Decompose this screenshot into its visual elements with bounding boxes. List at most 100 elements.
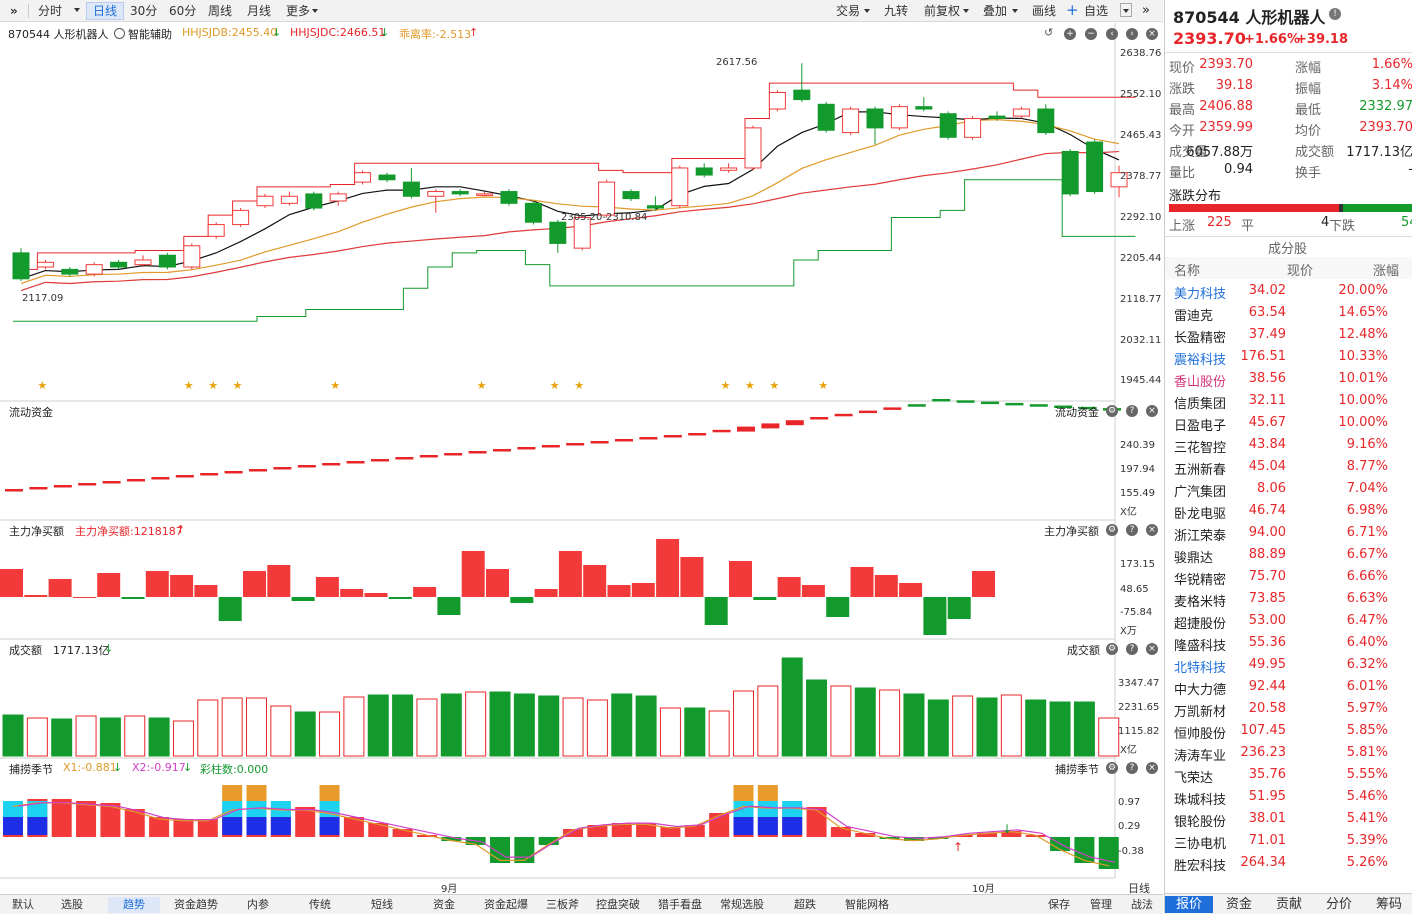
constituent-name[interactable]: 隆盛科技 (1174, 639, 1227, 654)
tab-control-break[interactable]: 控盘突破 (596, 898, 640, 911)
zoom-in-icon[interactable]: + (1064, 28, 1076, 40)
tab-fund[interactable]: 资金 (1226, 897, 1253, 912)
tab-funds[interactable]: 资金 (433, 898, 455, 911)
tab-regular-pick[interactable]: 常规选股 (720, 898, 764, 911)
save-button[interactable]: 保存 (1048, 898, 1070, 911)
constituent-row[interactable]: 涛涛车业 236.23 5.81% (1165, 743, 1412, 764)
tab-oversold[interactable]: 超跌 (794, 898, 816, 911)
help-icon[interactable]: ? (1126, 643, 1138, 655)
constituent-row[interactable]: 麦格米特 73.85 6.63% (1165, 589, 1412, 610)
constituent-row[interactable]: 胜宏科技 264.34 5.26% (1165, 853, 1412, 874)
trade-button[interactable]: 交易 (836, 4, 861, 18)
constituent-name[interactable]: 骏鼎达 (1174, 551, 1214, 566)
tab-contribution[interactable]: 贡献 (1276, 897, 1303, 912)
constituent-name[interactable]: 广汽集团 (1174, 485, 1227, 500)
tab-hunter[interactable]: 猎手看盘 (658, 898, 702, 911)
constituent-name[interactable]: 涛涛车业 (1174, 749, 1227, 764)
constituent-row[interactable]: 三花智控 43.84 9.16% (1165, 435, 1412, 456)
right-icon[interactable]: › (1126, 28, 1138, 40)
constituent-row[interactable]: 震裕科技 176.51 10.33% (1165, 347, 1412, 368)
watchlist-button[interactable]: 自选 (1084, 4, 1109, 18)
constituent-name[interactable]: 万凯新材 (1174, 705, 1227, 720)
tab-quote[interactable]: 报价 (1165, 896, 1213, 913)
constituent-row[interactable]: 浙江荣泰 94.00 6.71% (1165, 523, 1412, 544)
collapse-right-icon[interactable]: » (1142, 3, 1150, 18)
strategy-button[interactable]: 战法 (1131, 898, 1153, 911)
constituent-row[interactable]: 隆盛科技 55.36 6.40% (1165, 633, 1412, 654)
constituent-name[interactable]: 香山股份 (1174, 375, 1227, 390)
close-icon[interactable]: × (1146, 405, 1158, 417)
left-icon[interactable]: ‹ (1106, 28, 1118, 40)
period-intraday[interactable]: 分时 (38, 4, 63, 18)
gear-icon[interactable]: ⚙ (1106, 643, 1118, 655)
col-pct[interactable]: 涨幅 (1373, 264, 1400, 279)
gear-icon[interactable]: ⚙ (1106, 405, 1118, 417)
chevron-down-icon[interactable] (114, 28, 125, 39)
constituent-name[interactable]: 五洲新春 (1174, 463, 1227, 478)
period-daily[interactable]: 日线 (86, 2, 125, 20)
manage-button[interactable]: 管理 (1090, 898, 1112, 911)
chevron-down-icon[interactable] (963, 9, 969, 13)
constituent-name[interactable]: 日盈电子 (1174, 419, 1227, 434)
constituent-name[interactable]: 麦格米特 (1174, 595, 1227, 610)
constituent-row[interactable]: 日盈电子 45.67 10.00% (1165, 413, 1412, 434)
help-icon[interactable]: ? (1126, 405, 1138, 417)
adjust-button[interactable]: 前复权 (924, 4, 961, 18)
constituent-row[interactable]: 骏鼎达 88.89 6.67% (1165, 545, 1412, 566)
col-price[interactable]: 现价 (1287, 264, 1314, 279)
draw-button[interactable]: 画线 (1032, 4, 1057, 18)
period-30min[interactable]: 30分 (130, 4, 158, 18)
overlay-button[interactable]: 叠加 (983, 4, 1008, 18)
help-icon[interactable]: ? (1126, 524, 1138, 536)
constituent-row[interactable]: 华锐精密 75.70 6.66% (1165, 567, 1412, 588)
chevron-down-icon[interactable] (312, 9, 318, 13)
constituent-name[interactable]: 震裕科技 (1174, 353, 1227, 368)
tab-short-term[interactable]: 短线 (371, 898, 393, 911)
tab-stock-pick[interactable]: 选股 (61, 898, 83, 911)
constituent-row[interactable]: 雷迪克 63.54 14.65% (1165, 303, 1412, 324)
constituent-row[interactable]: 香山股份 38.56 10.01% (1165, 369, 1412, 390)
period-weekly[interactable]: 周线 (208, 4, 233, 18)
indicator-name[interactable]: 智能辅助 (128, 28, 172, 41)
tab-default[interactable]: 默认 (12, 898, 34, 911)
tab-chips[interactable]: 筹码 (1376, 897, 1403, 912)
constituent-row[interactable]: 飞荣达 35.76 5.55% (1165, 765, 1412, 786)
constituent-name[interactable]: 超捷股份 (1174, 617, 1227, 632)
close-icon[interactable]: × (1146, 643, 1158, 655)
info-icon[interactable]: ! (1329, 8, 1341, 20)
constituent-row[interactable]: 北特科技 49.95 6.32% (1165, 655, 1412, 676)
constituent-name[interactable]: 三协电机 (1174, 837, 1227, 852)
plus-icon[interactable]: + (1066, 1, 1079, 19)
constituent-row[interactable]: 信质集团 32.11 10.00% (1165, 391, 1412, 412)
tab-fund-burst[interactable]: 资金起爆 (484, 898, 528, 911)
chevron-down-icon[interactable] (1012, 9, 1018, 13)
tab-traditional[interactable]: 传统 (309, 898, 331, 911)
constituent-name[interactable]: 三花智控 (1174, 441, 1227, 456)
constituent-row[interactable]: 超捷股份 53.00 6.47% (1165, 611, 1412, 632)
constituent-name[interactable]: 中大力德 (1174, 683, 1227, 698)
help-icon[interactable]: ? (1126, 762, 1138, 774)
zoom-out-icon[interactable]: − (1085, 28, 1097, 40)
constituent-name[interactable]: 北特科技 (1174, 661, 1227, 676)
constituent-row[interactable]: 长盈精密 37.49 12.48% (1165, 325, 1412, 346)
chart-area[interactable]: ★ ★ ★ ★ ★ ★ ★ ★ ★ ★ ★ ★ ↑ ↓ 870544 人形机器人 智能辅助 HHJSJDB… (0, 23, 1163, 895)
dropdown-toggle[interactable] (1120, 3, 1132, 17)
constituent-name[interactable]: 美力科技 (1174, 287, 1227, 302)
constituent-row[interactable]: 恒帅股份 107.45 5.85% (1165, 721, 1412, 742)
refresh-icon[interactable]: ↺ (1044, 26, 1054, 39)
tab-smart-grid[interactable]: 智能网格 (845, 898, 889, 911)
tab-trend[interactable]: 趋势 (108, 897, 160, 913)
period-more[interactable]: 更多 (286, 4, 311, 18)
gear-icon[interactable]: ⚙ (1106, 524, 1118, 536)
constituent-row[interactable]: 珠城科技 51.95 5.46% (1165, 787, 1412, 808)
chevron-down-icon[interactable] (864, 9, 870, 13)
constituent-row[interactable]: 银轮股份 38.01 5.41% (1165, 809, 1412, 830)
col-name[interactable]: 名称 (1174, 264, 1201, 279)
chevron-down-icon[interactable] (74, 8, 80, 12)
constituent-row[interactable]: 三协电机 71.01 5.39% (1165, 831, 1412, 852)
gear-icon[interactable]: ⚙ (1106, 762, 1118, 774)
constituent-row[interactable]: 五洲新春 45.04 8.77% (1165, 457, 1412, 478)
tab-fund-trend[interactable]: 资金趋势 (174, 898, 218, 911)
constituent-name[interactable]: 银轮股份 (1174, 815, 1227, 830)
constituent-name[interactable]: 信质集团 (1174, 397, 1227, 412)
